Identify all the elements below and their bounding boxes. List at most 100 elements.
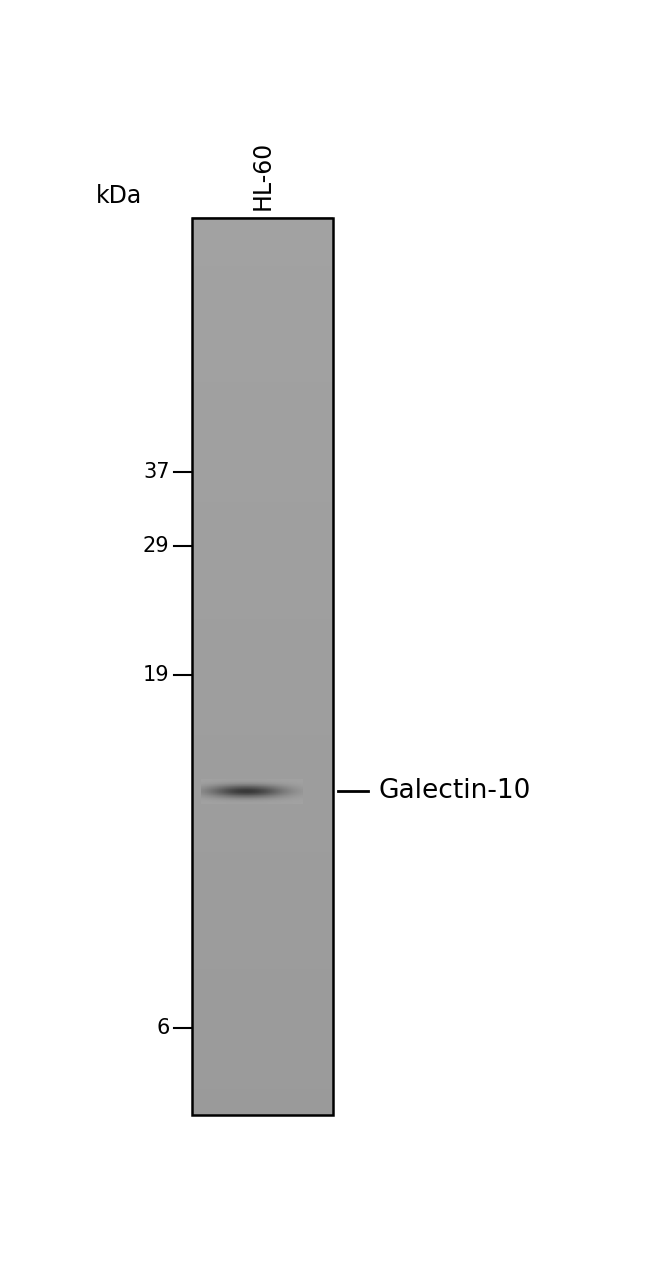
Bar (192, 707, 333, 711)
Bar (192, 917, 333, 921)
Bar (192, 438, 333, 442)
Bar (192, 922, 333, 927)
Bar (192, 405, 333, 410)
Bar (192, 974, 333, 977)
Bar (192, 669, 333, 673)
Bar (192, 1009, 333, 1013)
Bar (192, 842, 333, 847)
Bar (192, 516, 333, 520)
Bar (192, 1007, 333, 1011)
Bar (192, 913, 333, 918)
Bar (192, 441, 333, 446)
Bar (192, 639, 333, 643)
Bar (192, 866, 333, 870)
Bar (192, 218, 333, 1116)
Bar (192, 462, 333, 466)
Bar (192, 600, 333, 603)
Bar (192, 234, 333, 238)
Bar (192, 830, 333, 834)
Bar (192, 304, 333, 307)
Bar (192, 920, 333, 924)
Bar (192, 384, 333, 388)
Bar (192, 696, 333, 699)
Bar (192, 256, 333, 260)
Bar (192, 729, 333, 733)
Bar (192, 319, 333, 323)
Bar (192, 776, 333, 780)
Bar (192, 621, 333, 625)
Bar (192, 1052, 333, 1056)
Bar (192, 956, 333, 959)
Bar (192, 1054, 333, 1058)
Bar (192, 779, 333, 783)
Bar (192, 752, 333, 756)
Bar (192, 288, 333, 292)
Bar (192, 633, 333, 637)
Bar (192, 447, 333, 451)
Bar (192, 459, 333, 464)
Bar (192, 1031, 333, 1035)
Bar (192, 749, 333, 753)
Bar (192, 387, 333, 392)
Bar (192, 582, 333, 585)
Bar (192, 716, 333, 720)
Bar (192, 265, 333, 269)
Bar (192, 803, 333, 807)
Bar (192, 252, 333, 256)
Bar (192, 1072, 333, 1076)
Bar (192, 1067, 333, 1071)
Bar (192, 698, 333, 702)
Bar (192, 1081, 333, 1085)
Bar (192, 588, 333, 592)
Bar (192, 532, 333, 535)
Bar (192, 1112, 333, 1116)
Bar (192, 884, 333, 888)
Bar (192, 420, 333, 424)
Bar (192, 810, 333, 813)
Bar (192, 576, 333, 580)
Bar (192, 552, 333, 556)
Bar (192, 534, 333, 538)
Bar (192, 983, 333, 986)
Bar (192, 812, 333, 816)
Bar (192, 369, 333, 374)
Bar (192, 666, 333, 670)
Bar (192, 977, 333, 981)
Bar (192, 342, 333, 346)
Bar (192, 1022, 333, 1026)
Bar (192, 573, 333, 576)
Bar (192, 911, 333, 915)
Bar (192, 971, 333, 975)
Bar (192, 514, 333, 518)
Bar (192, 494, 333, 500)
Bar (192, 1094, 333, 1098)
Text: 37: 37 (143, 462, 170, 482)
Bar (192, 489, 333, 493)
Bar (192, 875, 333, 879)
Bar (192, 893, 333, 897)
Bar (192, 1070, 333, 1073)
Bar (192, 247, 333, 251)
Bar (192, 680, 333, 684)
Bar (192, 929, 333, 933)
Bar (192, 396, 333, 401)
Bar (192, 714, 333, 717)
Bar (192, 477, 333, 482)
Bar (192, 806, 333, 811)
Bar (192, 456, 333, 460)
Bar (192, 402, 333, 406)
Bar (192, 559, 333, 562)
Bar (192, 216, 333, 220)
Bar (192, 980, 333, 984)
Bar (192, 774, 333, 778)
Bar (192, 505, 333, 509)
Bar (192, 351, 333, 355)
Bar (192, 738, 333, 742)
Bar (192, 792, 333, 796)
Bar (192, 333, 333, 337)
Bar (192, 998, 333, 1002)
Bar (192, 657, 333, 661)
Bar (192, 801, 333, 804)
Bar (192, 839, 333, 843)
Bar (192, 474, 333, 478)
